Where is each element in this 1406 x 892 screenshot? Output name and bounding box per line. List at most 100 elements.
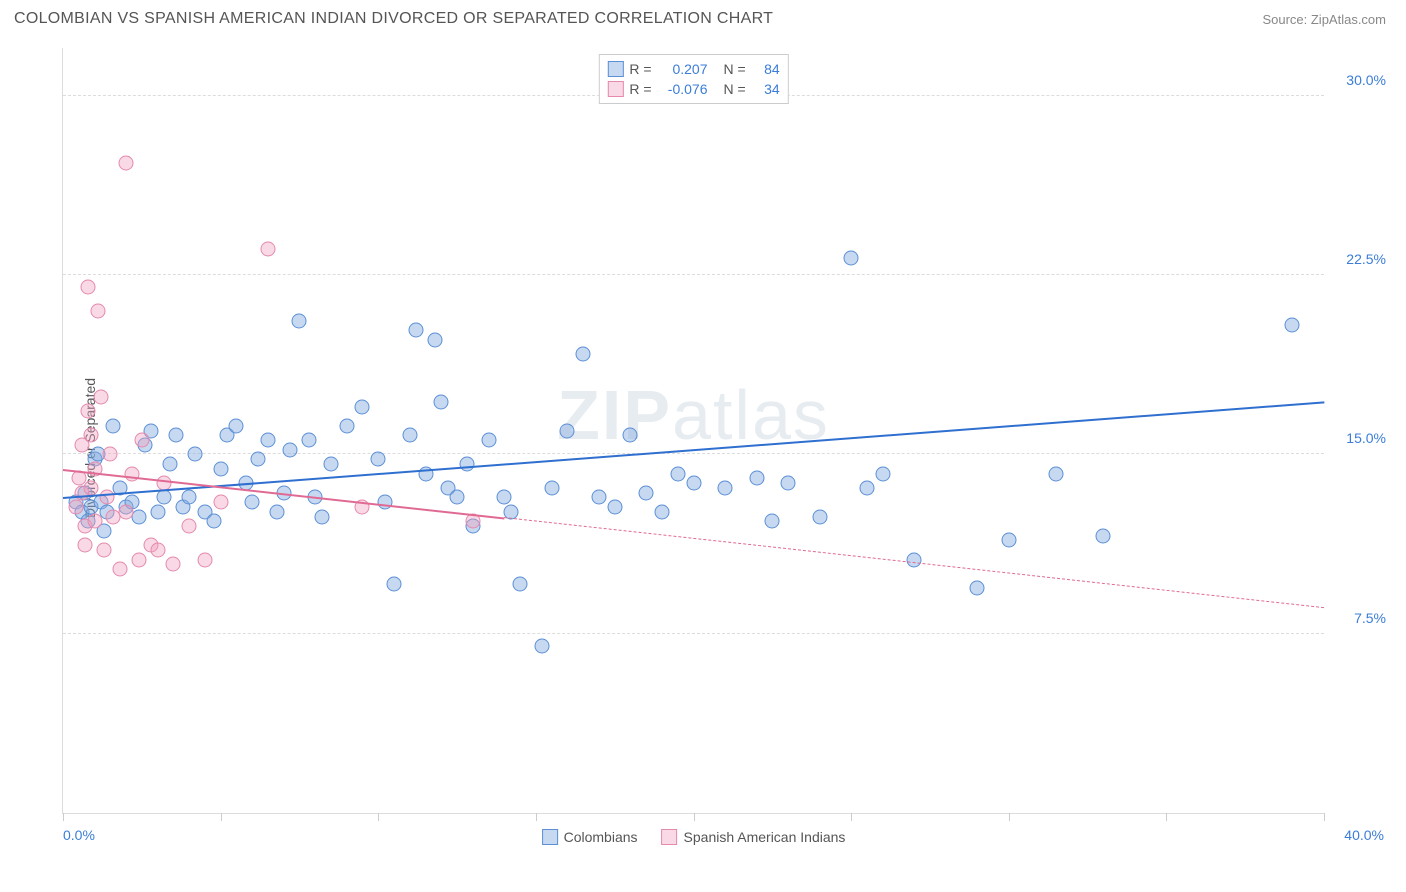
- x-tick: [694, 813, 695, 821]
- x-tick: [1009, 813, 1010, 821]
- x-tick: [221, 813, 222, 821]
- source-attribution: Source: ZipAtlas.com: [1262, 12, 1386, 27]
- data-point: [292, 313, 307, 328]
- y-tick-label: 7.5%: [1354, 610, 1386, 626]
- data-point: [670, 466, 685, 481]
- data-point: [535, 638, 550, 653]
- data-point: [87, 514, 102, 529]
- data-point: [112, 562, 127, 577]
- data-point: [106, 418, 121, 433]
- data-point: [434, 394, 449, 409]
- data-point: [781, 476, 796, 491]
- x-tick: [536, 813, 537, 821]
- x-axis-max-label: 40.0%: [1344, 827, 1384, 843]
- data-point: [197, 552, 212, 567]
- data-point: [119, 504, 134, 519]
- data-point: [169, 428, 184, 443]
- n-label: N =: [724, 59, 746, 79]
- data-point: [427, 332, 442, 347]
- data-point: [103, 447, 118, 462]
- data-point: [497, 490, 512, 505]
- data-point: [78, 538, 93, 553]
- data-point: [81, 404, 96, 419]
- data-point: [654, 504, 669, 519]
- r-label: R =: [629, 59, 651, 79]
- r-value: -0.076: [658, 79, 708, 99]
- data-point: [150, 504, 165, 519]
- data-point: [229, 418, 244, 433]
- trend-line-extrapolated: [504, 517, 1324, 608]
- legend-item: Colombians: [542, 829, 638, 845]
- data-point: [314, 509, 329, 524]
- chart-title: COLOMBIAN VS SPANISH AMERICAN INDIAN DIV…: [14, 10, 773, 28]
- gridline: [63, 633, 1324, 634]
- r-value: 0.207: [658, 59, 708, 79]
- data-point: [131, 552, 146, 567]
- x-tick: [851, 813, 852, 821]
- data-point: [1096, 528, 1111, 543]
- data-point: [282, 442, 297, 457]
- data-point: [459, 456, 474, 471]
- data-point: [907, 552, 922, 567]
- data-point: [93, 390, 108, 405]
- data-point: [355, 399, 370, 414]
- y-tick-label: 22.5%: [1346, 251, 1386, 267]
- data-point: [544, 480, 559, 495]
- data-point: [1285, 318, 1300, 333]
- data-point: [765, 514, 780, 529]
- stats-row: R =-0.076N =34: [607, 79, 779, 99]
- data-point: [859, 480, 874, 495]
- data-point: [812, 509, 827, 524]
- stats-legend: R =0.207N =84R =-0.076N =34: [598, 54, 788, 104]
- data-point: [576, 347, 591, 362]
- data-point: [387, 576, 402, 591]
- data-point: [119, 155, 134, 170]
- legend-item: Spanish American Indians: [662, 829, 846, 845]
- data-point: [481, 433, 496, 448]
- x-tick: [1166, 813, 1167, 821]
- data-point: [84, 428, 99, 443]
- plot-area: ZIPatlas R =0.207N =84R =-0.076N =34 0.0…: [62, 48, 1324, 814]
- legend-swatch: [662, 829, 678, 845]
- data-point: [339, 418, 354, 433]
- data-point: [513, 576, 528, 591]
- data-point: [207, 514, 222, 529]
- data-point: [718, 480, 733, 495]
- data-point: [639, 485, 654, 500]
- data-point: [875, 466, 890, 481]
- n-label: N =: [724, 79, 746, 99]
- x-tick: [378, 813, 379, 821]
- data-point: [182, 519, 197, 534]
- data-point: [245, 495, 260, 510]
- x-tick: [1324, 813, 1325, 821]
- data-point: [409, 323, 424, 338]
- data-point: [134, 433, 149, 448]
- chart-container: Divorced or Separated ZIPatlas R =0.207N…: [14, 42, 1392, 854]
- data-point: [260, 433, 275, 448]
- data-point: [251, 452, 266, 467]
- data-point: [260, 241, 275, 256]
- stats-row: R = 0.207 N = 84: [607, 59, 779, 79]
- gridline: [63, 274, 1324, 275]
- legend-label: Colombians: [564, 829, 638, 845]
- data-point: [560, 423, 575, 438]
- legend-swatch: [607, 61, 623, 77]
- data-point: [81, 280, 96, 295]
- data-point: [402, 428, 417, 443]
- legend-swatch: [542, 829, 558, 845]
- data-point: [163, 456, 178, 471]
- data-point: [371, 452, 386, 467]
- data-point: [90, 303, 105, 318]
- data-point: [166, 557, 181, 572]
- y-tick-label: 15.0%: [1346, 430, 1386, 446]
- data-point: [749, 471, 764, 486]
- data-point: [213, 495, 228, 510]
- data-point: [188, 447, 203, 462]
- r-label: R =: [629, 79, 651, 99]
- x-tick: [63, 813, 64, 821]
- data-point: [323, 456, 338, 471]
- data-point: [150, 543, 165, 558]
- data-point: [686, 476, 701, 491]
- data-point: [1049, 466, 1064, 481]
- n-value: 84: [752, 59, 780, 79]
